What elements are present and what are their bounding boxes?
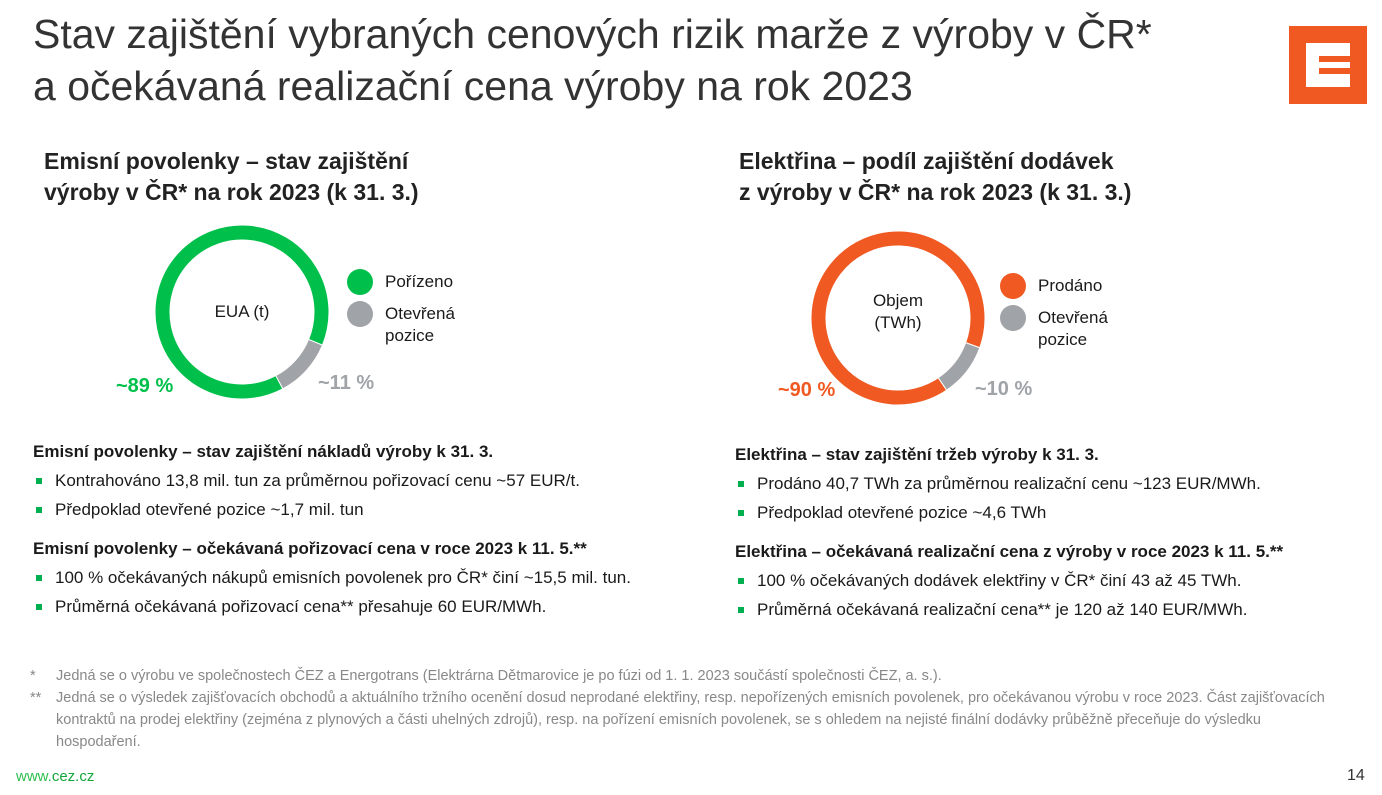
bullet-item: 100 % očekávaných nákupů emisních povole… <box>33 565 693 591</box>
title-line-1: Stav zajištění vybraných cenových rizik … <box>33 11 1152 57</box>
legend-swatch <box>347 269 373 295</box>
bullet-list: Kontrahováno 13,8 mil. tun za průměrnou … <box>33 468 693 523</box>
electricity-donut-chart <box>810 230 986 406</box>
section-heading: Emisní povolenky – očekávaná pořizovací … <box>33 539 587 558</box>
bullet-item: Předpoklad otevřené pozice ~4,6 TWh <box>735 500 1375 526</box>
legend-label: Otevřená pozice <box>385 304 455 345</box>
footnotes: * Jedná se o výrobu ve společnostech ČEZ … <box>30 665 1340 753</box>
eua-legend: Pořízeno Otevřená pozice <box>347 269 475 353</box>
electricity-center-label: Objem (TWh) <box>872 291 924 332</box>
left-text-block: Emisní povolenky – stav zajištění náklad… <box>33 442 693 636</box>
bullet-item: Předpoklad otevřené pozice ~1,7 mil. tun <box>33 497 693 523</box>
right-subtitle-1: Elektřina – podíl zajištění dodávek <box>739 148 1114 174</box>
page-number: 14 <box>1347 767 1365 784</box>
legend-item-open: Otevřená pozice <box>347 301 475 347</box>
title-line-2: a očekávaná realizační cena výroby na ro… <box>33 63 913 109</box>
eua-pct-open: ~11 % <box>318 372 375 394</box>
section-heading: Emisní povolenky – stav zajištění náklad… <box>33 442 494 461</box>
cez-logo <box>1289 26 1367 104</box>
donut-slice-prod-no <box>810 230 986 406</box>
footnote: ** Jedná se o výsledek zajišťovacích obch… <box>30 687 1340 753</box>
donut-slice-otev-en-pozice <box>937 341 981 391</box>
electricity-pct-open: ~10 % <box>975 378 1033 400</box>
website-link[interactable]: www.cez.cz <box>16 768 94 785</box>
footnote-text: Jedná se o výsledek zajišťovacích obchod… <box>56 690 1325 750</box>
left-subtitle: Emisní povolenky – stav zajištění výroby… <box>44 146 419 208</box>
left-subtitle-2: výroby v ČR* na rok 2023 (k 31. 3.) <box>44 179 419 205</box>
footnote-text: Jedná se o výrobu ve společnostech ČEZ a… <box>56 668 942 684</box>
legend-item-open: Otevřená pozice <box>1000 305 1128 351</box>
bullet-list: 100 % očekávaných dodávek elektřiny v ČR… <box>735 568 1375 623</box>
bullet-item: Prodáno 40,7 TWh za průměrnou realizační… <box>735 471 1375 497</box>
legend-label: Prodáno <box>1038 276 1103 295</box>
url-domain: cez.cz <box>51 768 95 785</box>
legend-swatch <box>1000 305 1026 331</box>
eua-pct-acquired: ~89 % <box>116 375 174 397</box>
right-subtitle: Elektřina – podíl zajištění dodávek z vý… <box>739 146 1131 208</box>
bullet-list: 100 % očekávaných nákupů emisních povole… <box>33 565 693 620</box>
section-heading: Elektřina – stav zajištění tržeb výroby … <box>735 445 1099 464</box>
legend-label: Pořízeno <box>385 272 454 291</box>
legend-item-sold: Prodáno <box>1000 273 1128 299</box>
right-text-block: Elektřina – stav zajištění tržeb výroby … <box>735 445 1375 639</box>
bullet-item: Kontrahováno 13,8 mil. tun za průměrnou … <box>33 468 693 494</box>
electricity-pct-sold: ~90 % <box>778 379 836 401</box>
eua-donut-chart <box>154 224 330 400</box>
bullet-item: 100 % očekávaných dodávek elektřiny v ČR… <box>735 568 1375 594</box>
electricity-legend: Prodáno Otevřená pozice <box>1000 273 1128 357</box>
legend-label: Otevřená pozice <box>1038 308 1108 349</box>
legend-item-acquired: Pořízeno <box>347 269 475 295</box>
slide-title: Stav zajištění vybraných cenových rizik … <box>33 8 1152 112</box>
eua-center-label: EUA (t) <box>214 302 270 321</box>
donut-slice-otev-en-pozice <box>275 338 324 390</box>
bullet-item: Průměrná očekávaná realizační cena** je … <box>735 597 1375 623</box>
right-subtitle-2: z výroby v ČR* na rok 2023 (k 31. 3.) <box>739 179 1132 205</box>
footnote-mark: * <box>30 668 36 684</box>
footnote-mark: ** <box>30 690 42 706</box>
legend-swatch <box>347 301 373 327</box>
donut-slice-po-zeno <box>154 224 330 400</box>
bullet-item: Průměrná očekávaná pořizovací cena** pře… <box>33 594 693 620</box>
section-heading: Elektřina – očekávaná realizační cena z … <box>735 542 1284 561</box>
footnote: * Jedná se o výrobu ve společnostech ČEZ … <box>30 665 1340 687</box>
left-subtitle-1: Emisní povolenky – stav zajištění <box>44 148 409 174</box>
legend-swatch <box>1000 273 1026 299</box>
bullet-list: Prodáno 40,7 TWh za průměrnou realizační… <box>735 471 1375 526</box>
url-prefix: www. <box>16 768 52 785</box>
